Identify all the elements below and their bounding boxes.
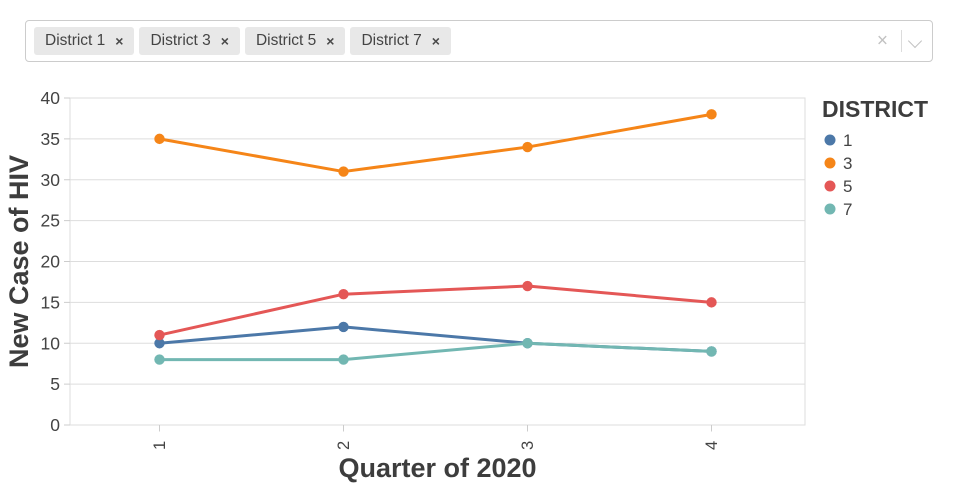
data-point-district-3[interactable] bbox=[338, 166, 349, 177]
selected-tag: District 5 × bbox=[244, 27, 346, 55]
x-tick-label: 1 bbox=[151, 441, 169, 450]
selected-tag-label: District 1 bbox=[45, 32, 106, 49]
remove-tag-icon[interactable]: × bbox=[115, 33, 124, 49]
y-tick-label: 15 bbox=[41, 292, 60, 312]
y-tick-label: 25 bbox=[41, 211, 60, 231]
x-tick-label: 2 bbox=[335, 441, 353, 450]
remove-tag-icon[interactable]: × bbox=[220, 33, 229, 49]
data-point-district-5[interactable] bbox=[522, 280, 533, 292]
data-point-district-1[interactable] bbox=[154, 338, 165, 349]
data-point-district-7[interactable] bbox=[706, 346, 717, 357]
selected-tag-label: District 3 bbox=[150, 32, 211, 49]
selected-tag: District 7 × bbox=[350, 27, 451, 55]
data-point-district-3[interactable] bbox=[706, 109, 717, 120]
selected-tag: District 1 × bbox=[34, 27, 135, 55]
y-axis-title: New Case of HIV bbox=[4, 155, 34, 368]
selected-tags: District 1 × District 3 × District 5 × Distric… bbox=[34, 27, 451, 55]
legend-label: 3 bbox=[843, 154, 852, 173]
data-point-district-5[interactable] bbox=[154, 329, 165, 341]
legend-title: DISTRICT bbox=[822, 96, 928, 122]
x-tick-label: 3 bbox=[519, 441, 537, 450]
y-tick-label: 20 bbox=[41, 252, 61, 272]
y-tick-label: 30 bbox=[41, 170, 61, 190]
district-multiselect[interactable]: District 1 × District 3 × District 5 × Distric… bbox=[25, 20, 933, 62]
selected-tag-label: District 5 bbox=[255, 32, 317, 49]
legend-swatch bbox=[824, 157, 836, 169]
data-point-district-7[interactable] bbox=[338, 354, 349, 365]
legend-swatch bbox=[824, 180, 836, 192]
data-point-district-7[interactable] bbox=[154, 354, 165, 365]
data-point-district-7[interactable] bbox=[522, 338, 533, 349]
x-axis-title: Quarter of 2020 bbox=[338, 453, 536, 483]
selected-tag: District 3 × bbox=[139, 27, 240, 55]
legend-swatch bbox=[824, 203, 836, 215]
y-tick-label: 5 bbox=[50, 374, 60, 394]
y-tick-label: 10 bbox=[41, 333, 61, 353]
remove-tag-icon[interactable]: × bbox=[431, 33, 440, 49]
x-tick-label: 4 bbox=[703, 441, 721, 450]
selected-tag-label: District 7 bbox=[361, 32, 422, 49]
series-line-district-5 bbox=[158, 284, 713, 337]
data-point-district-3[interactable] bbox=[154, 133, 165, 145]
divider bbox=[901, 30, 902, 52]
legend-label: 5 bbox=[843, 177, 852, 196]
remove-tag-icon[interactable]: × bbox=[326, 33, 335, 49]
clear-all-icon[interactable]: × bbox=[876, 30, 888, 52]
series-line-district-3 bbox=[158, 112, 713, 174]
data-point-district-5[interactable] bbox=[706, 297, 717, 308]
data-point-district-3[interactable] bbox=[522, 141, 533, 153]
legend-label: 7 bbox=[843, 200, 852, 219]
y-tick-label: 40 bbox=[41, 88, 61, 108]
y-tick-label: 0 bbox=[50, 415, 60, 435]
legend-label: 1 bbox=[843, 131, 852, 150]
legend-swatch bbox=[824, 134, 836, 146]
series-line-district-7 bbox=[158, 341, 713, 362]
data-point-district-1[interactable] bbox=[338, 321, 349, 333]
y-tick-label: 35 bbox=[41, 129, 60, 149]
data-point-district-5[interactable] bbox=[338, 289, 349, 300]
